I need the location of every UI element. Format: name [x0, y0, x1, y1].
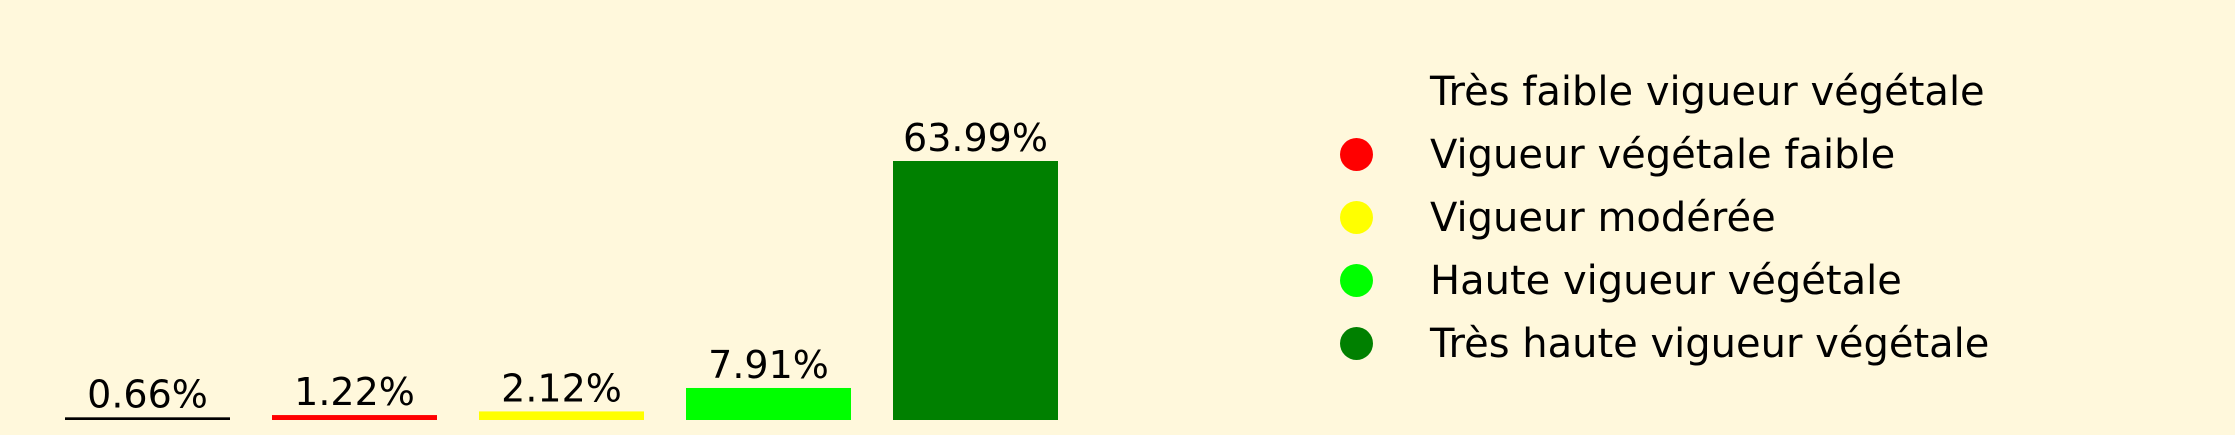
bar [479, 411, 644, 420]
legend-label: Très haute vigueur végétale [1430, 320, 1990, 367]
legend-marker [1340, 201, 1373, 234]
legend-item: Vigueur modérée [1340, 186, 1989, 249]
legend-item: Vigueur végétale faible [1340, 123, 1989, 186]
legend-marker [1340, 138, 1373, 171]
bar [65, 417, 230, 420]
bar [893, 161, 1058, 420]
chart-legend: Très faible vigueur végétale Vigueur vég… [1340, 60, 1989, 375]
legend-item: Haute vigueur végétale [1340, 249, 1989, 312]
legend-marker [1340, 264, 1373, 297]
bar-value-label: 63.99% [903, 116, 1048, 160]
legend-label: Vigueur modérée [1430, 194, 1776, 241]
legend-item: Très haute vigueur végétale [1340, 312, 1989, 375]
legend-marker [1340, 327, 1373, 360]
bar-value-label: 1.22% [294, 370, 415, 414]
legend-item: Très faible vigueur végétale [1340, 60, 1989, 123]
legend-label: Haute vigueur végétale [1430, 257, 1902, 304]
bar-value-label: 2.12% [501, 366, 622, 410]
legend-label: Vigueur végétale faible [1430, 131, 1896, 178]
legend-label: Très faible vigueur végétale [1430, 68, 1985, 115]
bar [272, 415, 437, 420]
bar [686, 387, 851, 420]
bar-chart: 0.66% 1.22% 2.12% 7.91% 63.99% [65, 116, 1058, 420]
bar-value-label: 7.91% [708, 343, 829, 387]
bar-value-label: 0.66% [87, 372, 208, 416]
legend-marker [1340, 75, 1373, 108]
